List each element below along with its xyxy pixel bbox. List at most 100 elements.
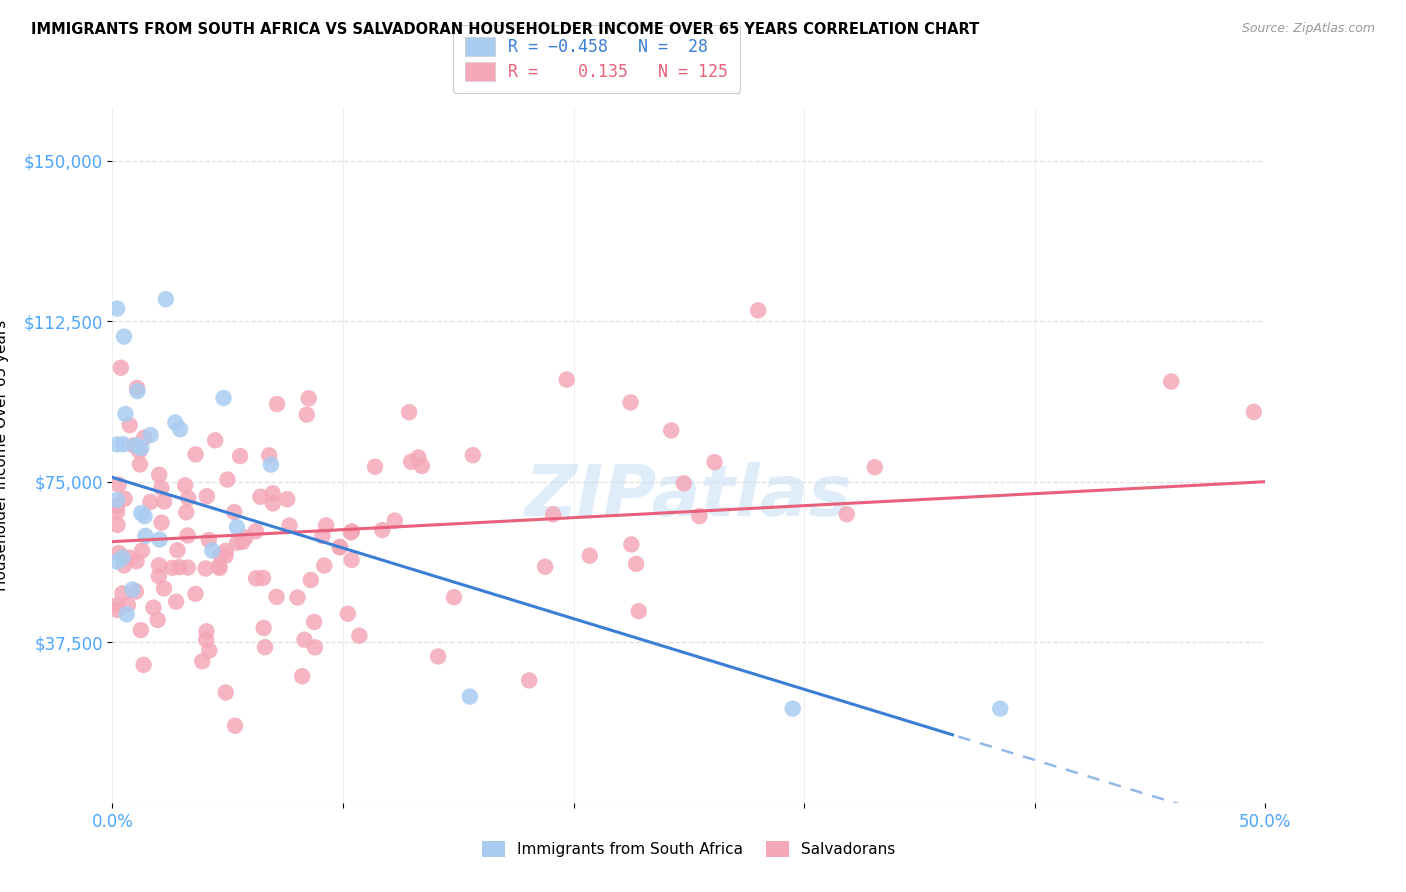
- Point: [165, 416, 187, 430]
- Point: [148, 569, 170, 583]
- Point: [114, 407, 136, 421]
- Point: [329, 541, 352, 555]
- Point: [252, 571, 274, 585]
- Point: [131, 441, 153, 455]
- Text: IMMIGRANTS FROM SOUTH AFRICA VS SALVADORAN HOUSEHOLDER INCOME OVER 65 YEARS CORR: IMMIGRANTS FROM SOUTH AFRICA VS SALVADOR…: [31, 22, 979, 37]
- Point: [134, 509, 156, 524]
- Point: [517, 673, 540, 688]
- Point: [627, 604, 650, 618]
- Point: [231, 535, 253, 549]
- Point: [105, 555, 128, 569]
- Point: [174, 478, 197, 492]
- Point: [127, 384, 149, 399]
- Point: [176, 528, 198, 542]
- Point: [148, 558, 170, 573]
- Point: [266, 590, 288, 604]
- Point: [184, 587, 207, 601]
- Point: [125, 381, 148, 395]
- Point: [229, 449, 252, 463]
- Legend: Immigrants from South Africa, Salvadorans: Immigrants from South Africa, Salvadoran…: [475, 833, 903, 864]
- Point: [249, 490, 271, 504]
- Point: [863, 460, 886, 475]
- Point: [340, 524, 363, 539]
- Point: [688, 509, 710, 524]
- Point: [209, 548, 232, 562]
- Point: [257, 449, 280, 463]
- Point: [177, 560, 200, 574]
- Point: [105, 437, 128, 451]
- Point: [340, 553, 363, 567]
- Point: [125, 438, 148, 452]
- Point: [111, 550, 134, 565]
- Point: [149, 533, 172, 547]
- Point: [443, 591, 465, 605]
- Point: [129, 623, 152, 637]
- Point: [226, 520, 249, 534]
- Point: [150, 516, 173, 530]
- Point: [129, 506, 152, 520]
- Text: Source: ZipAtlas.com: Source: ZipAtlas.com: [1241, 22, 1375, 36]
- Point: [245, 524, 267, 539]
- Point: [105, 499, 128, 513]
- Point: [619, 395, 641, 409]
- Point: [146, 613, 169, 627]
- Point: [672, 476, 695, 491]
- Point: [276, 492, 298, 507]
- Point: [117, 598, 139, 612]
- Point: [260, 458, 283, 472]
- Point: [112, 558, 135, 573]
- Point: [169, 560, 191, 574]
- Point: [165, 594, 187, 608]
- Point: [245, 571, 267, 585]
- Point: [114, 491, 136, 506]
- Point: [541, 508, 564, 522]
- Point: [110, 360, 132, 375]
- Point: [399, 455, 422, 469]
- Point: [253, 640, 276, 655]
- Point: [1243, 405, 1265, 419]
- Point: [122, 438, 145, 452]
- Point: [132, 657, 155, 672]
- Point: [160, 561, 183, 575]
- Point: [262, 486, 284, 500]
- Point: [336, 607, 359, 621]
- Point: [204, 434, 226, 448]
- Point: [555, 373, 578, 387]
- Point: [291, 669, 314, 683]
- Point: [226, 535, 249, 549]
- Point: [262, 496, 284, 510]
- Point: [142, 600, 165, 615]
- Point: [659, 424, 682, 438]
- Point: [139, 495, 162, 509]
- Point: [315, 518, 337, 533]
- Point: [128, 444, 150, 458]
- Point: [150, 481, 173, 495]
- Point: [212, 391, 235, 405]
- Point: [427, 649, 450, 664]
- Point: [304, 640, 326, 655]
- Point: [703, 455, 725, 469]
- Point: [411, 458, 433, 473]
- Point: [988, 701, 1011, 715]
- Point: [224, 505, 246, 519]
- Point: [364, 459, 387, 474]
- Point: [118, 418, 141, 433]
- Point: [129, 458, 152, 472]
- Point: [198, 643, 221, 657]
- Point: [105, 301, 128, 316]
- Point: [105, 493, 128, 508]
- Point: [174, 505, 197, 519]
- Point: [112, 437, 135, 451]
- Point: [253, 621, 276, 635]
- Point: [287, 591, 309, 605]
- Point: [184, 447, 207, 461]
- Text: ZIPatlas: ZIPatlas: [526, 462, 852, 531]
- Point: [620, 537, 643, 551]
- Point: [191, 654, 214, 668]
- Point: [329, 540, 352, 554]
- Point: [299, 573, 322, 587]
- Point: [295, 408, 318, 422]
- Point: [139, 428, 162, 442]
- Point: [217, 473, 239, 487]
- Point: [195, 624, 218, 639]
